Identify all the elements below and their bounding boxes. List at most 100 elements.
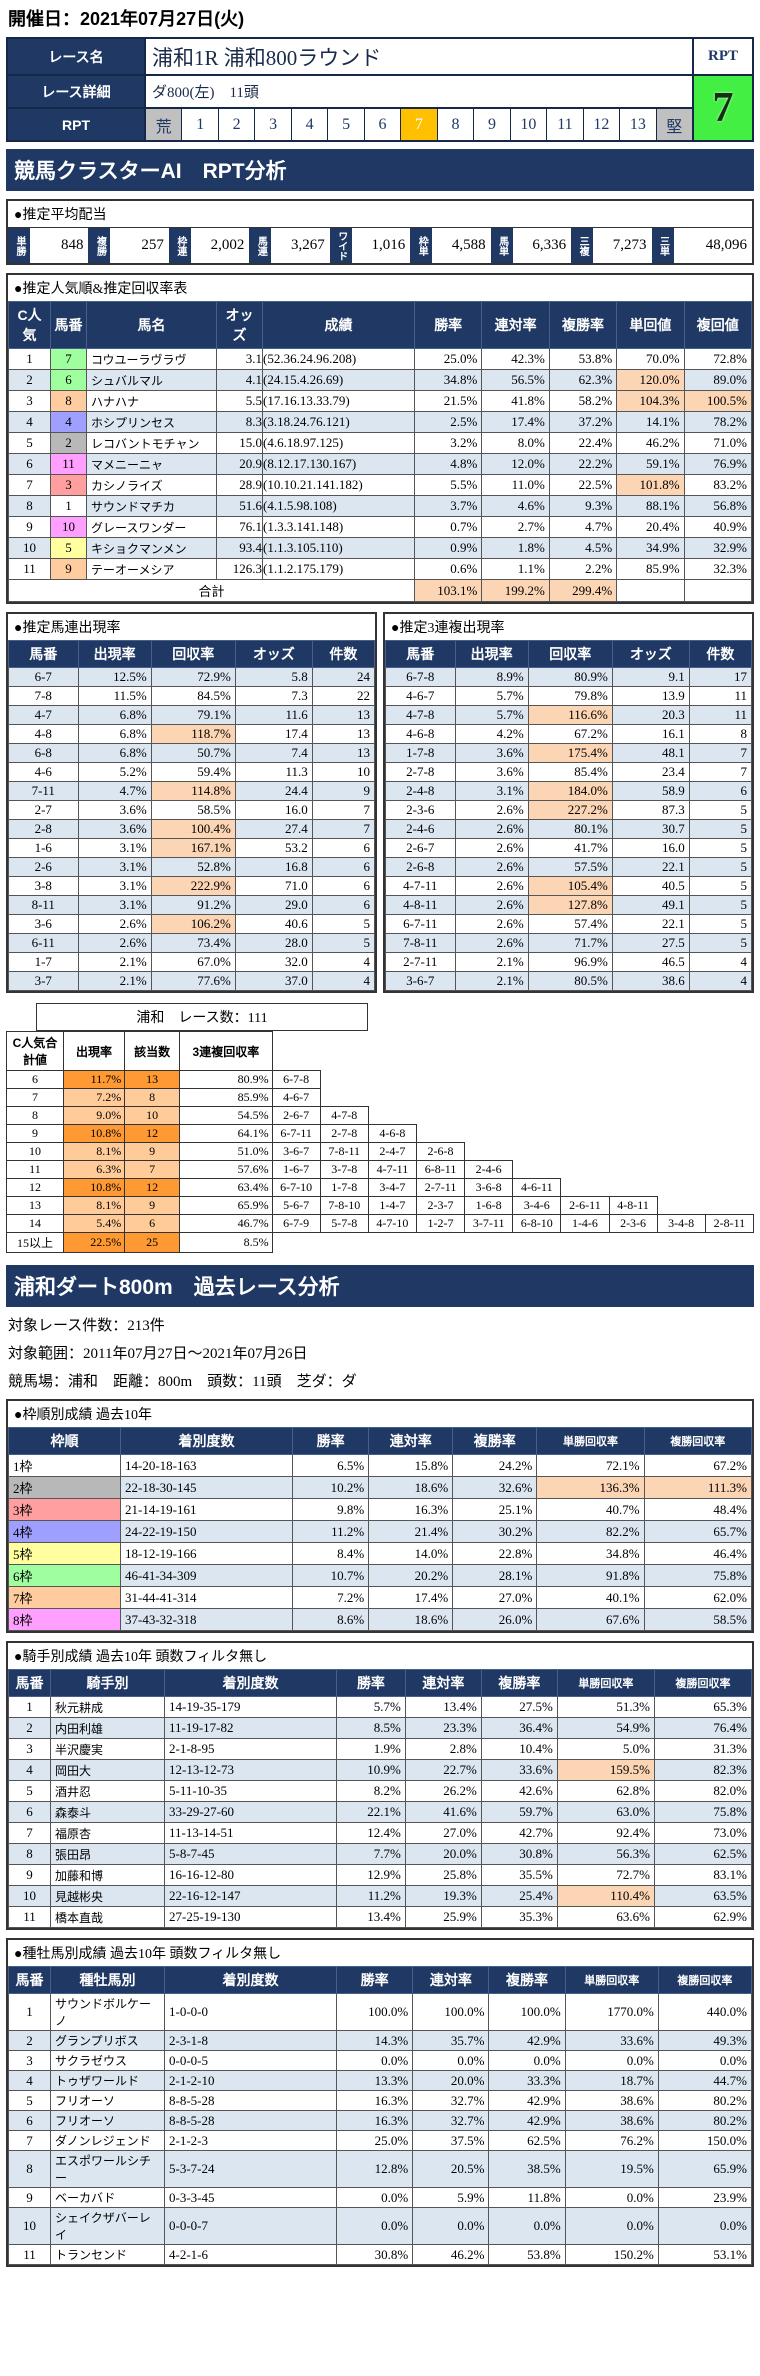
cell: 24.4: [234, 781, 313, 801]
empty-cell: [616, 579, 685, 602]
finish-record: 0-0-0-7: [164, 2207, 337, 2245]
sire-name: トランセンド: [50, 2244, 165, 2265]
rate-value: 25.8%: [404, 1864, 482, 1886]
table-row: 2-8 3.6% 100.4% 27.4 7: [8, 819, 376, 839]
table-row: 2-7-8 3.6% 85.4% 23.4 7: [385, 762, 753, 782]
rate-value: 78.2%: [683, 411, 753, 433]
cell: 9: [311, 781, 376, 801]
cell: 80.5%: [527, 971, 613, 991]
cell: 118.7%: [150, 724, 236, 744]
cell: 5: [688, 933, 753, 953]
cell: 5: [311, 933, 376, 953]
sire-name: サクラゼウス: [50, 2050, 165, 2071]
rate-value: 62.3%: [548, 369, 618, 391]
rate-value: 42.6%: [480, 1780, 558, 1802]
column-header: 馬番: [8, 640, 79, 668]
rate-value: 23.9%: [657, 2187, 753, 2208]
finish-record: 22-16-12-147: [164, 1885, 337, 1907]
column-header: 件数: [688, 640, 753, 668]
rate-value: 30.2%: [452, 1520, 538, 1543]
payout-type-label: 複勝: [88, 228, 111, 263]
horse-number: 9: [8, 1864, 51, 1886]
table-row: 1-7 2.1% 67.0% 32.0 4: [8, 952, 376, 972]
cell: 7.4: [234, 743, 313, 763]
column-header: 複勝回収率: [643, 1427, 753, 1455]
cell: 5: [688, 800, 753, 820]
combo-cell: 5-6-7: [271, 1196, 321, 1215]
rate-value: 72.1%: [536, 1454, 645, 1477]
cell: 53.2: [234, 838, 313, 858]
rate-value: 30.8%: [480, 1843, 558, 1865]
analysis-info-line: 対象レース件数：213件: [8, 1318, 165, 1334]
jockey-name: 見越彬央: [50, 1885, 165, 1907]
horse-number: 9: [50, 558, 87, 580]
column-header: 出現率: [62, 1031, 126, 1071]
hit-count: 9: [124, 1196, 181, 1215]
rpt-value-badge: 7: [693, 75, 753, 141]
combo-cell: 3-7-8: [319, 1160, 369, 1179]
finish-record: 2-1-8-95: [164, 1738, 337, 1760]
horse-name: カシノライズ: [86, 474, 217, 496]
jockey-name: 福原杏: [50, 1822, 165, 1844]
rate-value: 67.2%: [643, 1454, 753, 1477]
rate-value: 85.9%: [616, 558, 685, 580]
rate-value: 58.2%: [548, 390, 618, 412]
table-row: 5 2 レコバントモチャン 15.0 (4.6.18.97.125) 3.2% 8.0% 22…: [8, 432, 753, 454]
rate-value: 22.1%: [336, 1801, 406, 1823]
sanren-table: 馬番 出現率 回収率 オッズ 件数 6-7-8 8.9% 80.9% 9.1 17 4-6-7 5.7…: [385, 640, 753, 991]
rate-value: 15.8%: [368, 1454, 454, 1477]
payout-value: 4,588: [451, 237, 486, 253]
rate-value: 83.2%: [683, 474, 753, 496]
column-header: 回収率: [150, 640, 236, 668]
column-header: 複勝率: [548, 301, 618, 349]
rate-value: 35.5%: [480, 1864, 558, 1886]
cell: 91.2%: [150, 895, 236, 915]
finish-record: 5-3-7-24: [164, 2150, 337, 2188]
rate-value: 4.8%: [413, 453, 483, 475]
rate-value: 51.3%: [556, 1696, 655, 1718]
jockey-name: 秋元耕成: [50, 1696, 165, 1718]
rate-value: 32.7%: [412, 2090, 490, 2111]
column-header: 馬番: [50, 301, 87, 349]
cell: 30.7: [611, 819, 690, 839]
sire-name: サウンドボルケーノ: [50, 1993, 165, 2031]
payout-item: 枠単 4,588: [410, 228, 490, 263]
cell: 6: [311, 857, 376, 877]
odds: 20.9: [216, 453, 263, 475]
rate-value: 21.5%: [413, 390, 483, 412]
column-header: 連対率: [404, 1669, 482, 1697]
table-row: 2-6-7 2.6% 41.7% 16.0 5: [385, 838, 753, 858]
table-row: 4-7 6.8% 79.1% 11.6 13: [8, 705, 376, 725]
rate-value: 17.4%: [481, 411, 550, 433]
pair-tables: ●推定馬連出現率 馬番 出現率 回収率 オッズ 件数 6-7 12.5% 72.9% 5.8 24…: [6, 612, 754, 993]
cell: 3.1%: [454, 781, 529, 801]
waku-label: 2枠: [8, 1476, 121, 1499]
cell: 3-6: [8, 914, 79, 934]
c-popularity-rank: 9: [8, 516, 51, 538]
cell: 3-8: [8, 876, 79, 896]
cell: 72.9%: [150, 667, 236, 687]
payout-type-label: 枠単: [410, 228, 433, 263]
cell: 73.4%: [150, 933, 236, 953]
rate-value: 0.0%: [488, 2050, 566, 2071]
table-row: 4-7-11 2.6% 105.4% 40.5 5: [385, 876, 753, 896]
c-popularity-rank: 8: [8, 495, 51, 517]
jockey-name: 加藤和博: [50, 1864, 165, 1886]
waku-label: 1枠: [8, 1454, 121, 1477]
cell: 3-6-7: [385, 971, 456, 991]
rate-value: 10.2%: [291, 1476, 370, 1499]
cell: 2-7-8: [385, 762, 456, 782]
cell: 6.8%: [77, 743, 152, 763]
rate-value: 42.9%: [488, 2030, 566, 2051]
table-row: 11 橋本直哉 27-25-19-130 13.4% 25.9% 35.3% 63.6% 62…: [8, 1906, 753, 1928]
rate-value: 76.4%: [653, 1717, 753, 1739]
rate-value: 2.2%: [548, 558, 618, 580]
rate-value: 12.9%: [336, 1864, 406, 1886]
rpt-scale-cell: 12: [582, 109, 619, 140]
rate-value: 41.8%: [481, 390, 550, 412]
rate-value: 17.4%: [368, 1586, 454, 1609]
cell: 27.4: [234, 819, 313, 839]
cell: 20.3: [611, 705, 690, 725]
finish-record: 0-0-0-5: [164, 2050, 337, 2071]
rate-value: 53.8%: [488, 2244, 566, 2265]
